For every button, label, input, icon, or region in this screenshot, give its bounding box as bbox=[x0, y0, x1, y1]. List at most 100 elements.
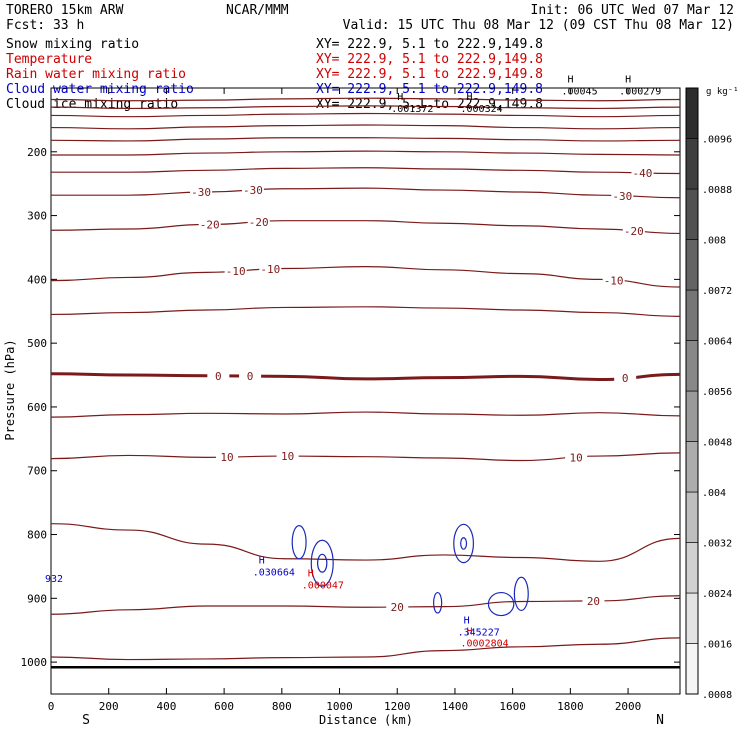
x-tick-label: 1400 bbox=[442, 700, 469, 713]
extremum-value: 932 bbox=[45, 574, 63, 585]
isotherm-label: -20 bbox=[624, 225, 644, 238]
isotherm-label: 10 bbox=[570, 451, 583, 464]
extremum-marker: H bbox=[259, 556, 265, 567]
isotherm-label: -30 bbox=[243, 184, 263, 197]
y-tick-label: 700 bbox=[27, 465, 47, 478]
x-axis-title: Distance (km) bbox=[319, 713, 413, 727]
isotherm-line bbox=[50, 97, 681, 102]
cloud-water-contour bbox=[310, 539, 334, 587]
plot-frame bbox=[50, 87, 681, 695]
field-xy: XY= 222.9, 5.1 to 222.9,149.8 bbox=[316, 82, 543, 97]
isotherm-label-bg bbox=[582, 594, 605, 607]
x-tick-label: 1600 bbox=[499, 700, 526, 713]
isotherm-label: 10 bbox=[220, 451, 233, 464]
cloud-water-contour bbox=[460, 537, 468, 550]
isotherm-label: 0 bbox=[215, 370, 222, 383]
header: TORERO 15km ARW NCAR/MMM Init: 06 UTC We… bbox=[6, 3, 734, 33]
isotherm-label-bg bbox=[190, 186, 213, 199]
isotherm-line bbox=[50, 124, 681, 130]
cloud-water-contour bbox=[317, 553, 328, 573]
field-name: Rain water mixing ratio bbox=[6, 67, 186, 82]
isotherm-label: 0 bbox=[622, 372, 629, 385]
isotherm-label-bg bbox=[386, 600, 409, 613]
colorbar-label: .0032 bbox=[702, 539, 732, 550]
cloud-water-contour bbox=[487, 591, 515, 617]
x-tick-label: 1000 bbox=[326, 700, 353, 713]
isotherm-label-bg bbox=[565, 451, 588, 464]
isotherm-line bbox=[50, 411, 681, 418]
extremum-marker: H bbox=[308, 568, 314, 579]
isotherm-label: -10 bbox=[604, 275, 624, 288]
extremum-value: .001372 bbox=[391, 104, 433, 115]
extremum-value: .345227 bbox=[458, 628, 500, 639]
colorbar-band bbox=[685, 542, 699, 594]
isotherm-label-bg bbox=[207, 369, 230, 382]
isotherm-label-bg bbox=[241, 184, 264, 197]
colorbar-label: .0072 bbox=[702, 286, 732, 297]
cloud-water-contour bbox=[513, 576, 529, 612]
colorbar-band bbox=[685, 643, 699, 695]
isotherm-label: -40 bbox=[633, 167, 653, 180]
isotherm-label-bg bbox=[631, 166, 654, 179]
colorbar-label: .0016 bbox=[702, 640, 732, 651]
y-tick-label: 600 bbox=[27, 401, 47, 414]
extremum-marker: H bbox=[464, 616, 470, 627]
colorbar-band bbox=[685, 340, 699, 392]
extremum-marker: H bbox=[625, 75, 631, 86]
colorbar-frame bbox=[685, 87, 699, 695]
isotherm-label-bg bbox=[611, 189, 634, 202]
isotherm-line bbox=[50, 266, 681, 288]
isotherm-line bbox=[51, 187, 681, 199]
isotherm-label: -10 bbox=[260, 263, 280, 276]
extremum-marker: H bbox=[397, 92, 403, 103]
cloud-water-contour bbox=[291, 524, 307, 560]
field-xy: XY= 222.9, 5.1 to 222.9,149.8 bbox=[316, 37, 543, 52]
isotherm-label-bg bbox=[247, 215, 270, 228]
colorbar-label: .0088 bbox=[702, 185, 732, 196]
colorbar-band bbox=[685, 87, 699, 139]
isotherm-label-bg bbox=[614, 371, 637, 384]
x-tick-label: 600 bbox=[214, 700, 234, 713]
extremum-value: .000279 bbox=[619, 87, 661, 98]
isotherm-label: -30 bbox=[191, 186, 211, 199]
x-tick-label: 200 bbox=[99, 700, 119, 713]
freezing-isotherm bbox=[50, 372, 681, 382]
extremum-marker: H bbox=[466, 92, 472, 103]
colorbar-label: .0056 bbox=[702, 387, 732, 398]
y-tick-label: 300 bbox=[27, 210, 47, 223]
forecast-hour: Fcst: 33 h bbox=[6, 18, 84, 33]
temperature-isotherms: -40-30 -30 -30-20 -20-20-10 -10-100 0 010 10 102… bbox=[50, 97, 681, 669]
model-title: TORERO 15km ARW bbox=[6, 3, 124, 18]
extremum-value: .00045 bbox=[561, 87, 597, 98]
colorbar-band bbox=[685, 138, 699, 190]
isotherm-line bbox=[50, 137, 681, 142]
x-tick-label: 800 bbox=[272, 700, 292, 713]
y-tick-label: 800 bbox=[27, 529, 47, 542]
isotherm-label-bg bbox=[216, 451, 239, 464]
extremum-value: .030664 bbox=[253, 568, 295, 579]
colorbar-band bbox=[685, 491, 699, 543]
y-tick-label: 500 bbox=[27, 337, 47, 350]
cloud-water-contour bbox=[453, 523, 475, 564]
field-name: Temperature bbox=[6, 52, 92, 67]
field-xy: XY= 222.9, 5.1 to 222.9,149.8 bbox=[316, 67, 543, 82]
isotherm-line bbox=[50, 220, 681, 235]
colorbar-band bbox=[685, 239, 699, 291]
isotherm-label-bg bbox=[239, 370, 262, 383]
extremum-value: .000324 bbox=[460, 104, 502, 115]
y-tick-label: 900 bbox=[27, 592, 47, 605]
valid-time: Valid: 15 UTC Thu 08 Mar 12 (09 CST Thu … bbox=[343, 18, 734, 33]
isotherm-line bbox=[51, 167, 681, 175]
colorbar-label: .0048 bbox=[702, 438, 732, 449]
cloud-water-contour bbox=[432, 591, 443, 614]
colorbar-label: .0024 bbox=[702, 589, 732, 600]
isotherm-label: 10 bbox=[281, 450, 294, 463]
colorbar-label: .0008 bbox=[702, 690, 732, 701]
colorbar-band bbox=[685, 390, 699, 442]
isotherm-line bbox=[50, 306, 681, 317]
south-end-label: S bbox=[82, 713, 90, 728]
isotherm-label: 20 bbox=[587, 595, 600, 608]
x-axis: 0 200 400 600 800 1000 1200 1400 1600 1800 2000 bbox=[48, 88, 641, 713]
